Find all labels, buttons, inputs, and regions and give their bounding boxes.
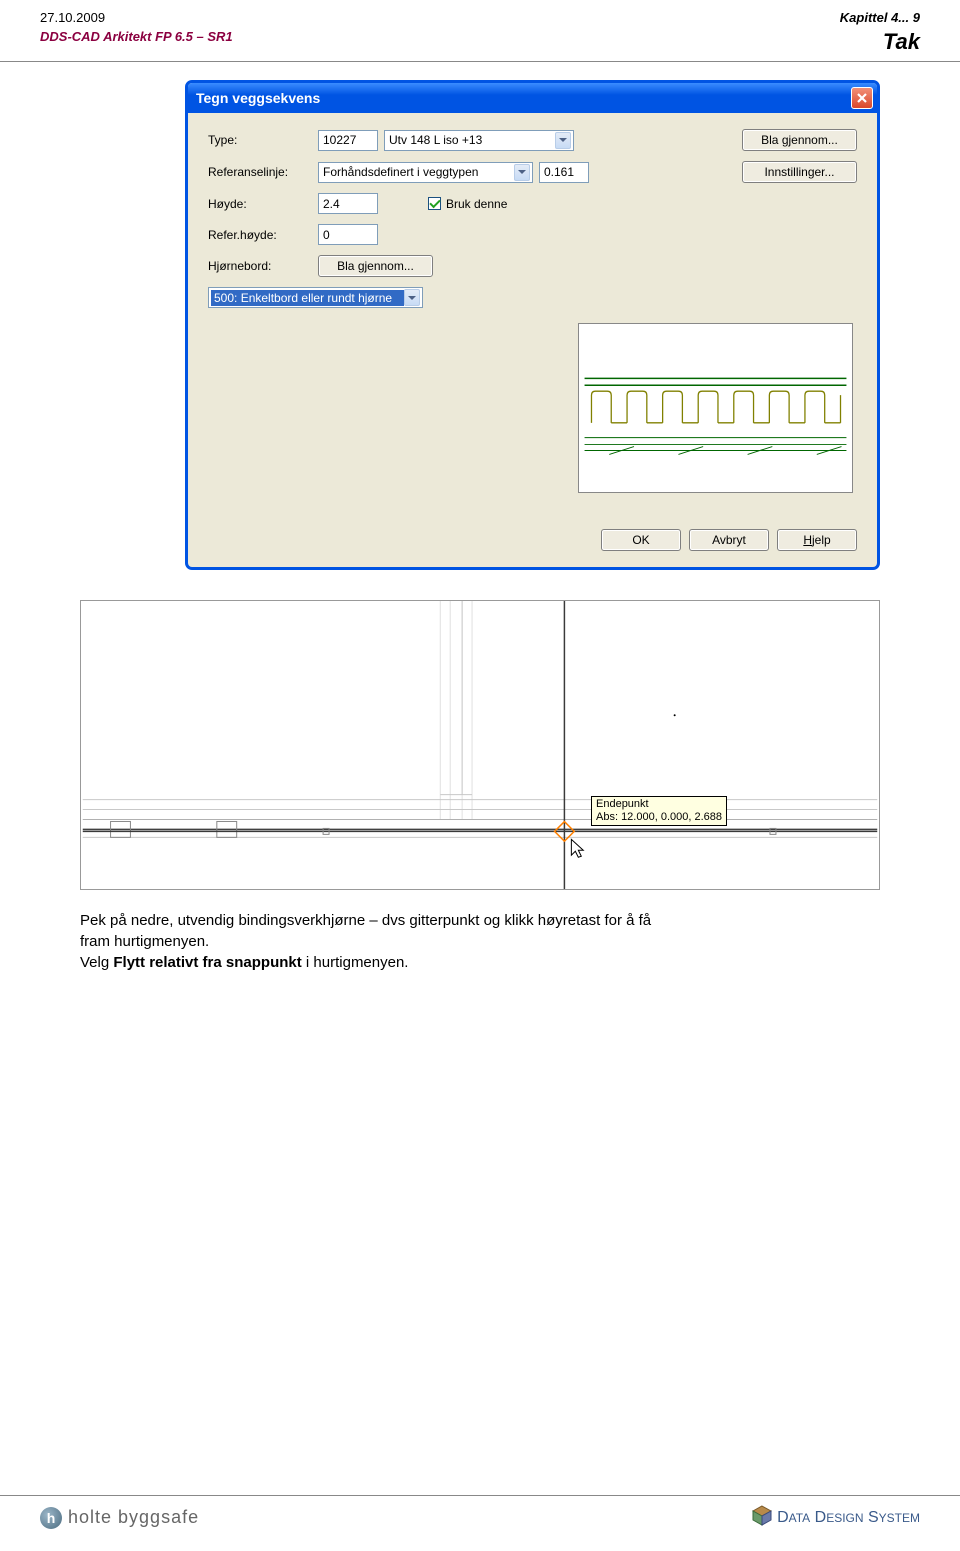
preview-panel (578, 323, 853, 493)
footer-logo-holte: h holte byggsafe (40, 1507, 199, 1529)
ok-button[interactable]: OK (601, 529, 681, 551)
input-height[interactable] (318, 193, 378, 214)
row-corner: Hjørnebord: Bla gjennom... (208, 255, 857, 277)
section-name: Tak (883, 29, 920, 55)
product-name: DDS-CAD Arkitekt FP 6.5 – SR1 (40, 29, 233, 55)
instruction-text: Pek på nedre, utvendig bindingsverkhjørn… (80, 910, 880, 973)
page-subheader: DDS-CAD Arkitekt FP 6.5 – SR1 Tak (0, 29, 960, 62)
cancel-button[interactable]: Avbryt (689, 529, 769, 551)
cube-icon (751, 1504, 773, 1531)
row-type: Type: Utv 148 L iso +13 Bla gjennom... (208, 129, 857, 151)
input-type-code[interactable] (318, 130, 378, 151)
input-refline-num[interactable] (539, 162, 589, 183)
page-footer: h holte byggsafe DATA DESIGN SYSTEM (0, 1495, 960, 1531)
dialog-title: Tegn veggsekvens (196, 90, 320, 106)
dialog-body: Type: Utv 148 L iso +13 Bla gjennom... R… (188, 113, 877, 334)
help-button[interactable]: Hjelp (777, 529, 857, 551)
checkbox-icon (428, 197, 441, 210)
footer-right-text: DATA DESIGN SYSTEM (777, 1509, 920, 1527)
chevron-down-icon (555, 132, 571, 149)
close-button[interactable] (851, 87, 873, 109)
snap-tooltip: Endepunkt Abs: 12.000, 0.000, 2.688 (591, 796, 727, 826)
row-refline: Referanselinje: Forhåndsdefinert i veggt… (208, 161, 857, 183)
combo-corner-type[interactable]: 500: Enkeltbord eller rundt hjørne (208, 287, 423, 308)
browse-button[interactable]: Bla gjennom... (742, 129, 857, 151)
row-corner-select: 500: Enkeltbord eller rundt hjørne (208, 287, 857, 308)
corner-browse-button[interactable]: Bla gjennom... (318, 255, 433, 277)
instruction-line1b: fram hurtigmenyen. (80, 931, 880, 952)
input-refheight[interactable] (318, 224, 378, 245)
header-chapter: Kapittel 4... 9 (840, 10, 920, 25)
instruction-line2: Velg Flytt relativt fra snappunkt i hurt… (80, 952, 880, 973)
close-icon (856, 92, 868, 104)
drawing-area: Endepunkt Abs: 12.000, 0.000, 2.688 (80, 600, 880, 890)
header-date: 27.10.2009 (40, 10, 105, 25)
tooltip-line2: Abs: 12.000, 0.000, 2.688 (596, 811, 722, 824)
row-refheight: Refer.høyde: (208, 224, 857, 245)
chevron-down-icon (514, 164, 530, 181)
label-refline: Referanselinje: (208, 165, 318, 179)
chevron-down-icon (404, 289, 420, 306)
label-refheight: Refer.høyde: (208, 228, 318, 242)
dialog-footer: OK Avbryt Hjelp (601, 529, 857, 551)
tooltip-line1: Endepunkt (596, 798, 722, 811)
preview-drawing (579, 324, 852, 492)
holte-icon: h (40, 1507, 62, 1529)
page-header: 27.10.2009 Kapittel 4... 9 (0, 0, 960, 29)
settings-button[interactable]: Innstillinger... (742, 161, 857, 183)
drawing-svg (81, 601, 879, 889)
label-corner: Hjørnebord: (208, 259, 318, 273)
footer-left-text: holte byggsafe (68, 1507, 199, 1528)
dialog-titlebar[interactable]: Tegn veggsekvens (188, 83, 877, 113)
label-height: Høyde: (208, 197, 318, 211)
dialog-tegn-veggsekvens: Tegn veggsekvens Type: Utv 148 L iso +13… (185, 80, 880, 570)
label-type: Type: (208, 133, 318, 147)
footer-logo-dds: DATA DESIGN SYSTEM (751, 1504, 920, 1531)
instruction-line1a: Pek på nedre, utvendig bindingsverkhjørn… (80, 910, 880, 931)
row-height: Høyde: Bruk denne (208, 193, 857, 214)
checkbox-label: Bruk denne (446, 197, 507, 211)
checkbox-use-this[interactable]: Bruk denne (428, 197, 507, 211)
combo-refline[interactable]: Forhåndsdefinert i veggtypen (318, 162, 533, 183)
combo-type-name[interactable]: Utv 148 L iso +13 (384, 130, 574, 151)
